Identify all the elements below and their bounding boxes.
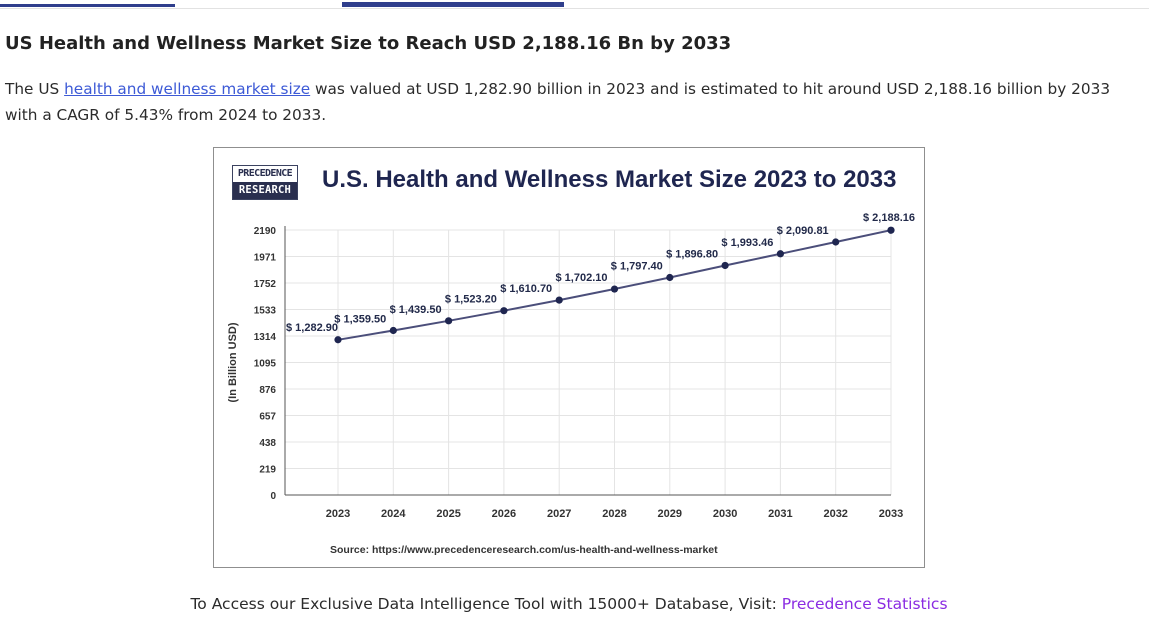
y-tick-label: 657 — [259, 412, 276, 423]
data-point — [776, 250, 785, 258]
chart-title: U.S. Health and Wellness Market Size 202… — [322, 166, 897, 193]
logo-line-1: PRECEDENCE — [233, 166, 297, 182]
data-label: $ 1,359.50 — [334, 313, 386, 325]
intro-paragraph: The US health and wellness market size w… — [5, 76, 1143, 128]
precedence-research-logo: PRECEDENCE RESEARCH — [232, 165, 298, 200]
x-tick-label: 2026 — [492, 508, 516, 520]
data-label: $ 2,188.16 — [863, 212, 915, 224]
y-tick-label: 219 — [259, 465, 276, 476]
x-tick-label: 2027 — [547, 508, 571, 520]
precedence-statistics-link[interactable]: Precedence Statistics — [781, 595, 948, 613]
data-label: $ 1,610.70 — [500, 283, 552, 295]
y-axis-title: (In Billion USD) — [227, 322, 239, 402]
x-tick-label: 2030 — [713, 508, 737, 520]
footer-cta: To Access our Exclusive Data Intelligenc… — [0, 595, 1138, 613]
y-tick-label: 1533 — [254, 306, 277, 317]
data-point — [610, 285, 619, 293]
source-note: Source: https://www.precedenceresearch.c… — [330, 544, 718, 556]
x-tick-label: 2023 — [326, 508, 350, 520]
intro-text-start: The US — [5, 80, 65, 98]
data-label: $ 1,702.10 — [556, 272, 608, 284]
data-label: $ 1,797.40 — [611, 261, 663, 273]
y-tick-label: 1971 — [254, 253, 277, 264]
data-point — [555, 296, 563, 304]
y-tick-label: 876 — [259, 385, 276, 396]
data-point — [500, 307, 508, 315]
top-tab-strip — [0, 0, 1149, 9]
y-tick-label: 1095 — [254, 359, 277, 370]
data-point — [445, 317, 453, 325]
x-tick-label: 2029 — [658, 508, 682, 520]
data-label: $ 2,090.81 — [777, 225, 829, 237]
data-point — [832, 238, 840, 246]
data-point — [334, 336, 342, 344]
data-label: $ 1,282.90 — [286, 322, 338, 334]
chart-figure: PRECEDENCE RESEARCH U.S. Health and Well… — [213, 147, 925, 568]
y-tick-label: 1752 — [254, 279, 277, 290]
x-tick-label: 2025 — [436, 508, 460, 520]
y-tick-label: 1314 — [254, 332, 277, 343]
y-tick-label: 438 — [259, 438, 276, 449]
logo-line-2: RESEARCH — [233, 182, 297, 199]
data-label: $ 1,993.46 — [721, 237, 773, 249]
y-tick-label: 2190 — [254, 226, 277, 237]
tab-indicator-active[interactable] — [342, 2, 564, 7]
x-tick-label: 2032 — [823, 508, 847, 520]
data-point — [887, 226, 895, 234]
footer-text: To Access our Exclusive Data Intelligenc… — [190, 595, 782, 613]
data-label: $ 1,439.50 — [390, 304, 442, 316]
data-point — [389, 326, 397, 335]
x-tick-label: 2024 — [381, 508, 406, 520]
data-point — [721, 261, 729, 270]
x-tick-label: 2028 — [602, 508, 626, 520]
tab-indicator-left[interactable] — [0, 4, 175, 7]
x-tick-label: 2031 — [768, 508, 792, 520]
intro-text-end: was valued at USD 1,282.90 billion in 20… — [5, 80, 1111, 124]
data-label: $ 1,896.80 — [666, 248, 718, 260]
page-heading: US Health and Wellness Market Size to Re… — [5, 33, 732, 54]
y-tick-label: 0 — [270, 491, 276, 502]
x-tick-label: 2033 — [879, 508, 903, 520]
market-size-link[interactable]: health and wellness market size — [64, 80, 311, 98]
line-chart: 0 219 438 657 876 1095 1314 1533 1752 1971 2190 (In… — [227, 212, 915, 556]
data-label: $ 1,523.20 — [445, 294, 497, 306]
data-point — [666, 273, 674, 282]
